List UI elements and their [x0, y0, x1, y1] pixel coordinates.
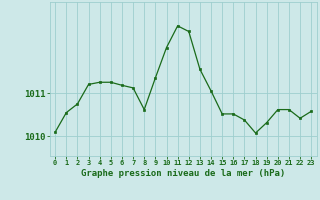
- X-axis label: Graphe pression niveau de la mer (hPa): Graphe pression niveau de la mer (hPa): [81, 169, 285, 178]
